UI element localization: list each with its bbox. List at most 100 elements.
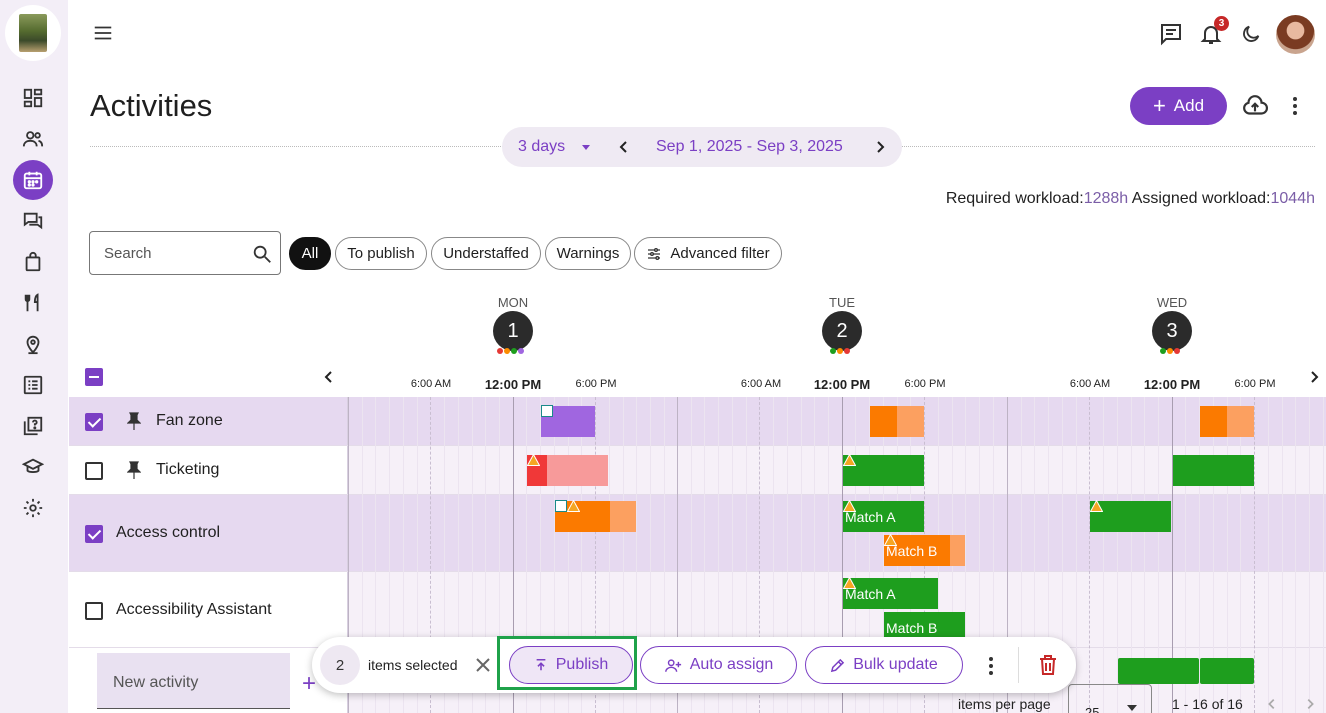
gridline: [663, 397, 665, 713]
gridline: [1144, 397, 1146, 713]
gridline: [361, 397, 363, 713]
time-label-6pm: 6:00 PM: [1234, 378, 1276, 390]
filter-chip-understaffed[interactable]: Understaffed: [431, 237, 541, 270]
items-per-page-select[interactable]: 25: [1068, 684, 1152, 713]
publish-button[interactable]: Publish: [509, 646, 633, 684]
day-number-1[interactable]: 1: [493, 311, 533, 351]
row-checkbox[interactable]: [85, 413, 103, 431]
shift-bar[interactable]: [1173, 455, 1254, 486]
filter-chip-warnings[interactable]: Warnings: [545, 237, 631, 270]
shift-bar[interactable]: Match B: [884, 535, 965, 566]
page-prev-icon[interactable]: [1265, 697, 1279, 711]
gridline: [1295, 397, 1297, 713]
bulk-update-button[interactable]: Bulk update: [805, 646, 963, 684]
gridline: [416, 397, 418, 713]
timeline-prev-icon[interactable]: [321, 369, 337, 385]
notification-badge: 3: [1214, 16, 1229, 31]
shift-bar[interactable]: Match A: [843, 578, 938, 609]
auto-assign-button[interactable]: Auto assign: [640, 646, 797, 684]
shift-bar[interactable]: Match A: [843, 501, 924, 532]
dashboard-icon[interactable]: [13, 78, 53, 118]
calendar-icon[interactable]: [13, 160, 53, 200]
gridline: [1130, 397, 1132, 713]
range-select[interactable]: 3 days: [518, 138, 566, 155]
delete-trash-icon[interactable]: [1038, 654, 1058, 676]
timeline-next-icon[interactable]: [1306, 369, 1322, 385]
pagination-range: 1 - 16 of 16: [1172, 696, 1243, 712]
dark-mode-moon-icon[interactable]: [1237, 20, 1265, 48]
shift-bar[interactable]: [1090, 501, 1171, 532]
cloud-upload-icon[interactable]: [1242, 94, 1268, 120]
chevron-right-icon[interactable]: [872, 139, 888, 155]
day-number-3[interactable]: 3: [1152, 311, 1192, 351]
filter-chip-to-publish[interactable]: To publish: [335, 237, 427, 270]
day-weekday-wed: WED: [1156, 295, 1188, 310]
row-checkbox[interactable]: [85, 602, 103, 620]
gridline: [718, 397, 720, 713]
table-row[interactable]: Accessibility Assistant: [69, 572, 1326, 648]
user-avatar[interactable]: [1276, 15, 1315, 54]
gridline: [979, 397, 981, 713]
chat-icon[interactable]: [13, 201, 53, 241]
close-icon[interactable]: [474, 656, 492, 674]
table-row[interactable]: Ticketing: [69, 446, 1326, 495]
add-button-label: Add: [1173, 96, 1205, 115]
pin-icon[interactable]: [127, 461, 141, 479]
row-name: Ticketing: [156, 461, 220, 478]
date-range-bar: 3 days Sep 1, 2025 - Sep 3, 2025: [502, 127, 902, 167]
shopping-bag-icon[interactable]: [13, 242, 53, 282]
shift-bar[interactable]: [1200, 658, 1254, 684]
add-button[interactable]: + Add: [1130, 87, 1227, 125]
hamburger-menu-icon[interactable]: [92, 22, 118, 46]
pin-icon[interactable]: [127, 412, 141, 430]
assigned-workload-label: Assigned workload:: [1131, 190, 1271, 207]
page-next-icon[interactable]: [1303, 697, 1317, 711]
gridline: [800, 397, 802, 713]
filter-chip-all[interactable]: All: [289, 237, 331, 270]
row-timeline: [348, 446, 1326, 494]
chevron-down-icon[interactable]: [582, 145, 590, 150]
day-number-2[interactable]: 2: [822, 311, 862, 351]
row-checkbox[interactable]: [85, 525, 103, 543]
required-workload-label: Required workload:: [945, 190, 1084, 207]
add-activity-plus-icon[interactable]: +: [302, 670, 317, 697]
advanced-filter-label: Advanced filter: [670, 245, 770, 262]
search-input[interactable]: [104, 245, 244, 262]
gridline: [869, 397, 871, 713]
search-icon[interactable]: [251, 243, 273, 265]
more-options-icon[interactable]: [1291, 97, 1299, 115]
list-icon[interactable]: [13, 365, 53, 405]
help-book-icon[interactable]: [13, 406, 53, 446]
graduation-cap-icon[interactable]: [13, 447, 53, 487]
app-logo[interactable]: [5, 5, 61, 61]
gridline: [1212, 397, 1214, 713]
advanced-filter-button[interactable]: Advanced filter: [634, 237, 782, 270]
more-actions-icon[interactable]: [987, 657, 995, 675]
row-label-cell: Accessibility Assistant: [69, 572, 348, 647]
shift-label: Match B: [886, 620, 938, 636]
gridline: [1199, 397, 1201, 713]
warning-icon: [1090, 500, 1103, 512]
gridline: [1254, 397, 1256, 713]
gridline: [745, 397, 747, 713]
shift-bar[interactable]: [1200, 406, 1254, 437]
settings-gear-icon[interactable]: [13, 488, 53, 528]
gridline: [1007, 397, 1008, 713]
time-label-6am: 6:00 AM: [740, 378, 782, 390]
time-label-noon: 12:00 PM: [1143, 377, 1201, 392]
notifications-bell-icon[interactable]: 3: [1197, 16, 1229, 48]
location-pin-icon[interactable]: [13, 324, 53, 364]
shift-bar[interactable]: [1118, 658, 1199, 684]
select-all-checkbox[interactable]: [85, 368, 103, 386]
gridline: [457, 397, 459, 713]
restaurant-icon[interactable]: [13, 283, 53, 323]
shift-bar[interactable]: [870, 406, 924, 437]
chevron-down-icon: [1127, 705, 1137, 711]
table-row[interactable]: Fan zone: [69, 397, 1326, 446]
chevron-left-icon[interactable]: [616, 139, 632, 155]
people-icon[interactable]: [13, 119, 53, 159]
new-activity-field[interactable]: New activity: [97, 653, 290, 709]
shift-bar[interactable]: [843, 455, 924, 486]
row-checkbox[interactable]: [85, 462, 103, 480]
messages-icon[interactable]: [1157, 20, 1185, 48]
